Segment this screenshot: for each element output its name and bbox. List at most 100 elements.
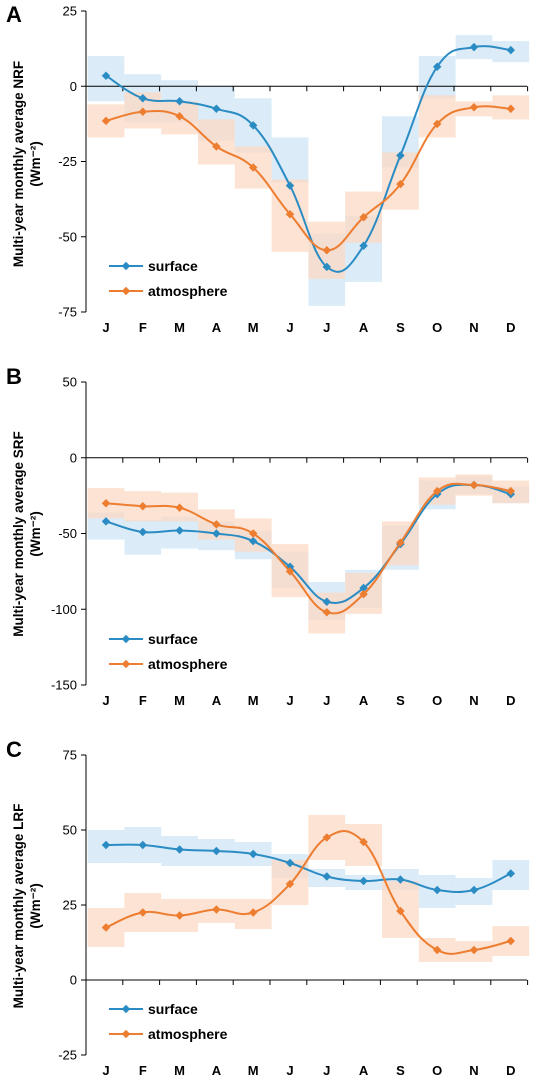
data-point-surface xyxy=(212,104,221,114)
data-point-atmosphere xyxy=(469,945,479,955)
month-label: J xyxy=(323,693,330,708)
y-tick-label: -25 xyxy=(58,1048,77,1063)
panel-c-lrf-chart: C Multi-year monthly average LRF (Wm⁻²) 75 5… xyxy=(6,737,530,1078)
month-label: N xyxy=(469,320,478,335)
data-point-atmosphere xyxy=(101,498,111,508)
data-point-atmosphere xyxy=(322,246,332,255)
y-axis-title: Multi-year monthly average LRF xyxy=(11,804,26,1009)
y-tick-label: 50 xyxy=(63,375,77,390)
month-label: J xyxy=(286,693,293,708)
panel-b-srf-chart: B Multi-year monthly average SRF (Wm⁻²) 50 0… xyxy=(6,364,530,708)
data-point-surface xyxy=(322,262,332,272)
data-point-surface xyxy=(469,885,479,895)
month-label: O xyxy=(432,1063,442,1078)
data-point-atmosphere xyxy=(469,103,479,112)
month-label: J xyxy=(323,320,330,335)
uncertainty-band-surface xyxy=(124,519,162,555)
data-point-atmosphere xyxy=(359,589,368,599)
month-label: N xyxy=(469,1063,478,1078)
month-label: O xyxy=(432,693,442,708)
legend-entry-surface: surface xyxy=(148,1001,198,1017)
month-label: J xyxy=(323,1063,330,1078)
y-axis-unit: (Wm⁻²) xyxy=(28,141,43,186)
month-label: S xyxy=(396,320,405,335)
y-tick-label: -50 xyxy=(58,229,77,244)
data-point-atmosphere xyxy=(396,906,405,916)
month-label: J xyxy=(102,1063,109,1078)
y-tick-label: -50 xyxy=(58,526,77,541)
panel-letter: C xyxy=(6,737,22,762)
legend-entry-atmosphere: atmosphere xyxy=(148,283,228,299)
month-label: A xyxy=(359,1063,369,1078)
y-tick-label: -150 xyxy=(51,678,77,693)
legend-swatch-marker xyxy=(121,261,131,271)
data-point-surface xyxy=(285,858,295,868)
month-label: J xyxy=(102,320,109,335)
data-point-atmosphere xyxy=(359,837,368,847)
legend-entry-surface: surface xyxy=(148,258,198,274)
data-point-surface xyxy=(469,42,479,52)
y-tick-label: 0 xyxy=(70,973,77,988)
month-label: M xyxy=(248,1063,259,1078)
month-label: J xyxy=(102,693,109,708)
y-tick-label: -25 xyxy=(58,154,77,169)
data-point-atmosphere xyxy=(248,163,258,172)
data-point-surface xyxy=(506,869,516,878)
legend-entry-atmosphere: atmosphere xyxy=(148,656,228,672)
legend-swatch-marker xyxy=(121,1004,131,1014)
data-point-surface xyxy=(359,241,368,251)
y-axis-title: Multi-year monthly average NRF xyxy=(11,61,26,267)
data-point-atmosphere xyxy=(285,879,295,889)
y-tick-label: -100 xyxy=(51,602,77,617)
y-tick-label: -75 xyxy=(58,305,77,320)
data-point-surface xyxy=(175,97,184,106)
data-point-atmosphere xyxy=(101,116,111,126)
data-point-atmosphere xyxy=(285,209,295,219)
y-tick-label: 25 xyxy=(63,4,77,19)
legend-swatch-marker xyxy=(121,1029,131,1039)
y-tick-label: 25 xyxy=(63,898,77,913)
month-label: F xyxy=(139,1063,147,1078)
data-point-atmosphere xyxy=(175,112,184,121)
y-axis-unit: (Wm⁻²) xyxy=(28,511,43,556)
y-tick-label: 50 xyxy=(63,823,77,838)
data-point-atmosphere xyxy=(469,480,479,490)
legend-entry-surface: surface xyxy=(148,631,198,647)
month-label: N xyxy=(469,693,478,708)
panel-letter: A xyxy=(6,2,22,27)
data-point-atmosphere xyxy=(396,538,405,547)
data-point-atmosphere xyxy=(432,486,442,496)
month-label: A xyxy=(212,1063,222,1078)
legend-swatch-marker xyxy=(121,286,131,296)
data-point-atmosphere xyxy=(175,503,184,512)
uncertainty-band-atmosphere xyxy=(418,95,456,138)
month-label: D xyxy=(506,320,515,335)
data-point-surface xyxy=(322,597,332,606)
data-point-atmosphere xyxy=(359,212,368,222)
month-label: A xyxy=(212,320,222,335)
data-point-atmosphere xyxy=(396,179,405,189)
month-label: F xyxy=(139,320,147,335)
data-point-surface xyxy=(322,872,332,881)
legend-entry-atmosphere: atmosphere xyxy=(148,1026,228,1042)
month-label: M xyxy=(248,320,259,335)
data-point-surface xyxy=(138,94,148,103)
month-label: S xyxy=(396,1063,405,1078)
data-point-atmosphere xyxy=(506,936,516,946)
data-point-surface xyxy=(396,151,405,160)
legend-swatch-marker xyxy=(121,659,131,669)
month-label: M xyxy=(174,1063,185,1078)
month-label: J xyxy=(286,1063,293,1078)
month-label: S xyxy=(396,693,405,708)
data-point-atmosphere xyxy=(432,945,442,955)
month-label: A xyxy=(212,693,222,708)
data-point-atmosphere xyxy=(506,486,516,496)
data-point-atmosphere xyxy=(138,107,148,117)
data-point-atmosphere xyxy=(285,567,295,576)
month-label: M xyxy=(174,320,185,335)
data-point-surface xyxy=(359,583,368,593)
data-point-surface xyxy=(359,876,368,886)
data-point-atmosphere xyxy=(212,142,221,151)
month-label: O xyxy=(432,320,442,335)
